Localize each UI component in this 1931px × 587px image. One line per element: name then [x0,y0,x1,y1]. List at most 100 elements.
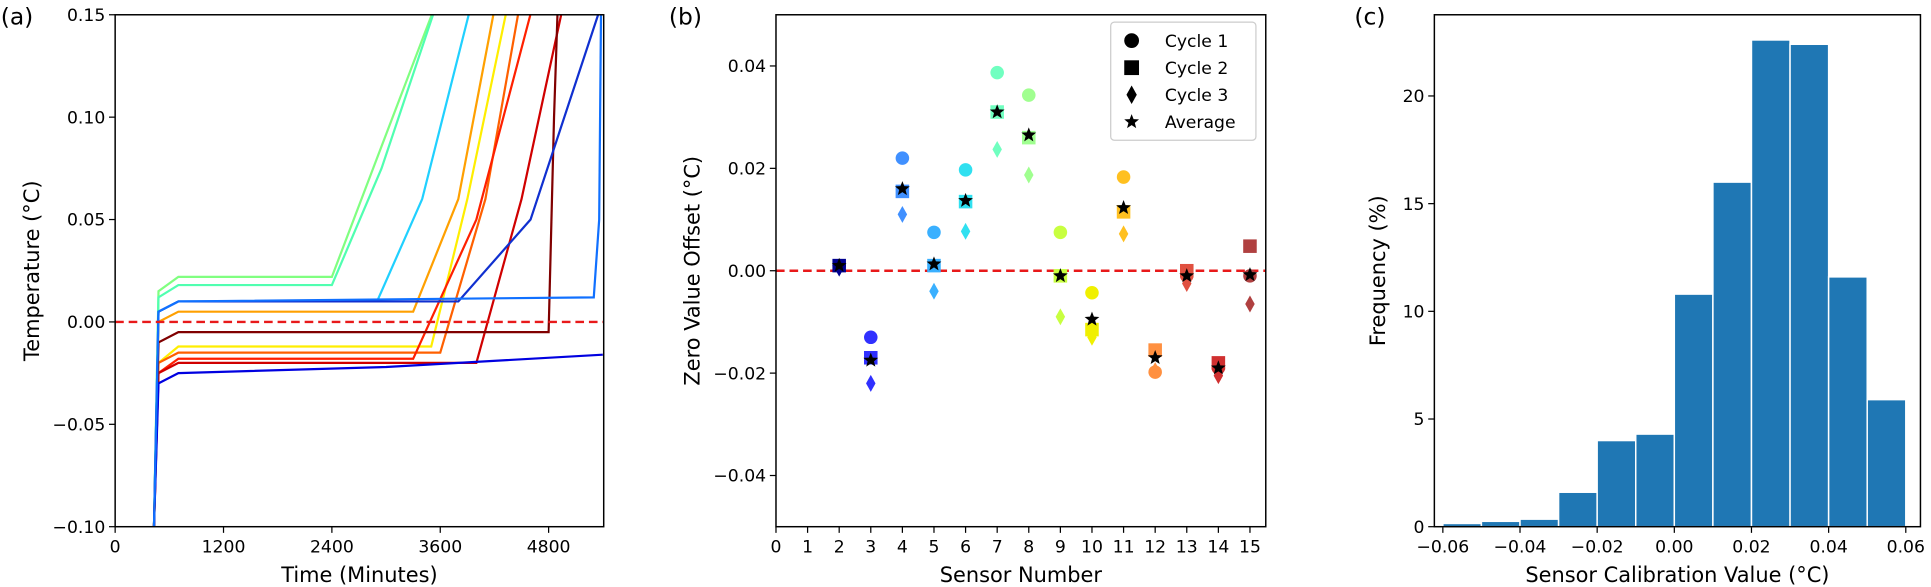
point [1116,170,1131,184]
temperature-line [152,14,559,527]
y-axis-label: Frequency (%) [1366,195,1390,346]
temperature-line [152,14,603,527]
axes-frame [114,14,605,528]
panel-label: (c) [1354,3,1385,31]
x-tick-label: 0.00 [1655,538,1693,558]
legend-label: Cycle 2 [1165,59,1229,79]
hist-bar [1750,39,1791,528]
point [1087,328,1097,346]
x-tick-label: 15 [1239,538,1261,558]
axes-frame [1433,14,1922,528]
x-tick-label: 14 [1207,538,1229,558]
x-axis-label: Sensor Calibration Value (°C) [1525,563,1829,587]
point [926,256,942,271]
point [989,104,1005,119]
y-tick-label: −0.10 [53,518,106,538]
hist-bar [1712,181,1753,528]
x-tick-label: 13 [1176,538,1198,558]
point [1243,239,1257,253]
point [1245,295,1255,313]
hist-bar [1789,43,1830,528]
x-tick-label: 4800 [527,538,571,558]
legend-marker [1124,60,1140,76]
point [864,330,878,345]
axes-frame [775,14,1267,528]
temperature-line [152,353,603,527]
temperature-line [152,14,600,527]
y-tick-label: −0.02 [713,364,766,384]
x-tick-label: 5 [928,538,939,558]
panel-label: (b) [669,3,702,31]
point [1053,268,1068,283]
x-tick-label: −0.02 [1571,538,1624,558]
point [1210,360,1226,375]
y-tick-label: 5 [1414,410,1425,430]
lines [152,14,603,527]
point [1242,267,1258,282]
y-axis-label: Zero Value Offset (°C) [681,156,705,386]
point [958,192,973,207]
point [992,140,1002,158]
point [1022,88,1036,102]
hist-bar [1635,433,1676,528]
y-tick-label: −0.05 [53,415,106,435]
y-tick-label: 0.04 [728,57,766,77]
y-tick-label: 0.05 [67,211,105,231]
point [866,374,876,392]
temperature-line [152,14,495,527]
y-tick-label: 20 [1403,87,1425,107]
point [1116,200,1131,215]
legend-label: Average [1165,113,1236,133]
y-tick-label: 0.15 [67,6,105,26]
point [958,163,973,177]
point [1118,225,1129,243]
point [1024,166,1034,184]
x-tick-label: 9 [1055,538,1066,558]
y-tick-label: −0.04 [713,467,766,487]
legend-marker [1124,33,1140,48]
hist-bar [1557,491,1598,528]
x-tick-label: 0.04 [1809,538,1847,558]
x-tick-label: 0.02 [1732,538,1770,558]
x-tick-label: −0.06 [1416,538,1469,558]
point [863,352,879,367]
y-tick-label: 0 [1414,518,1425,538]
x-tick-label: 11 [1113,538,1135,558]
hist-bar [1519,518,1560,528]
x-tick-label: 2 [834,538,845,558]
temperature-line [152,14,563,527]
x-tick-label: 1200 [202,538,246,558]
y-tick-label: 10 [1403,302,1425,322]
point [897,205,908,223]
point [929,282,939,300]
x-tick-label: −0.04 [1494,538,1547,558]
point [1053,225,1068,240]
x-tick-label: 3600 [418,538,462,558]
y-tick-label: 0.00 [67,313,105,333]
legend-box [1110,21,1257,141]
x-tick-label: 0 [771,538,782,558]
legend-marker [1124,114,1140,129]
y-tick-label: 0.10 [67,108,105,128]
point [895,181,910,196]
panel-label: (a) [1,3,34,31]
hist-bar [1480,520,1521,528]
x-tick-label: 6 [960,538,971,558]
point [1147,350,1163,365]
y-tick-label: 15 [1403,195,1425,215]
x-axis-label: Sensor Number [940,563,1103,587]
x-tick-label: 1 [802,538,813,558]
hist-bar [1673,293,1714,528]
x-tick-label: 3 [865,538,876,558]
x-tick-label: 8 [1023,538,1034,558]
temperature-line [152,14,470,527]
temperature-line [152,14,532,527]
x-axis-label: Time (Minutes) [280,563,437,587]
x-tick-label: 0.06 [1887,538,1925,558]
point [927,225,941,240]
y-tick-label: 0.02 [728,160,766,180]
point [1179,268,1195,283]
y-tick-label: 0.00 [728,262,766,282]
x-tick-label: 10 [1081,538,1103,558]
point [1055,308,1066,326]
